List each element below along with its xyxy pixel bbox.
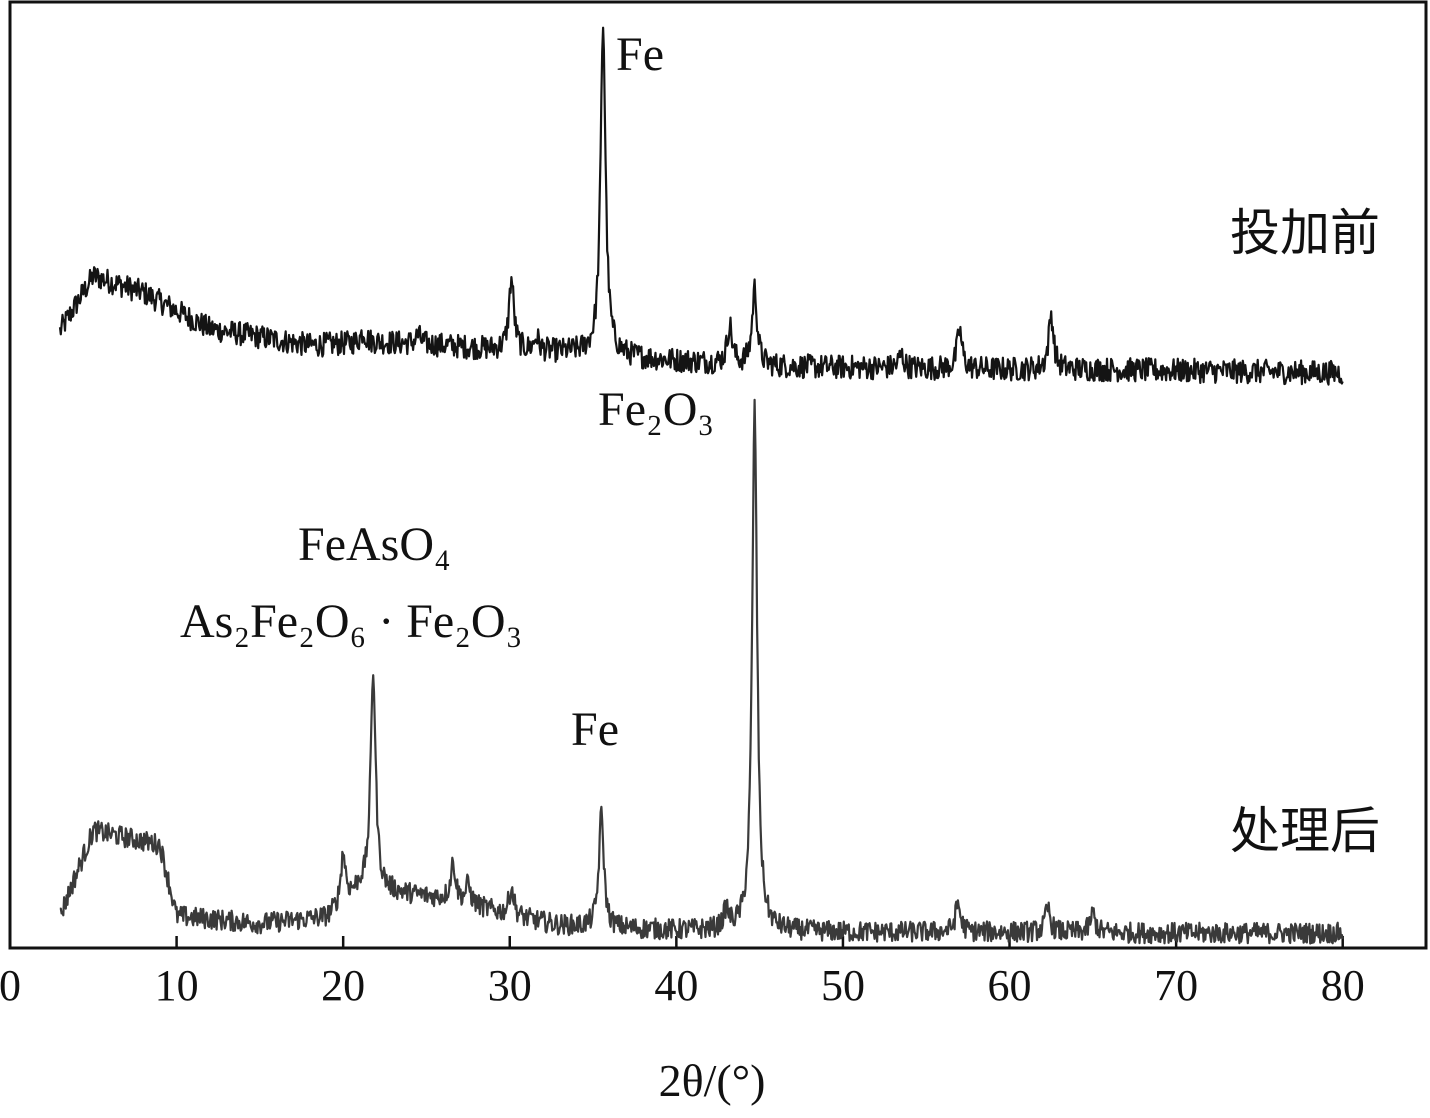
x-tick-label-60: 60 <box>988 961 1032 1010</box>
plot-frame <box>8 0 1428 950</box>
x-tick-label-40: 40 <box>654 961 698 1010</box>
x-axis-title: 2θ/(°) <box>659 1055 766 1106</box>
peak-label-fe-before: Fe <box>616 28 664 81</box>
x-tick-label-20: 20 <box>321 961 365 1010</box>
x-tick-label-10: 10 <box>155 961 199 1010</box>
series-after-line <box>59 398 1344 945</box>
series-after-label: 处理后 <box>1230 803 1380 859</box>
x-axis-tick-labels: 0 10 20 30 40 50 60 70 80 <box>0 961 1365 1010</box>
x-tick-label-30: 30 <box>488 961 532 1010</box>
peak-label-as2fe2o6-fe2o3: As₂Fe₂O₆ · Fe₂O₃ <box>180 595 522 648</box>
peak-label-fe-after: Fe <box>571 703 619 756</box>
x-tick-label-50: 50 <box>821 961 865 1010</box>
x-axis-ticks <box>8 936 1344 948</box>
series-before-line <box>58 26 1344 386</box>
peak-label-fe2o3: Fe₂O₃ <box>598 383 714 436</box>
peak-label-feaso4: FeAsO₄ <box>298 518 451 571</box>
x-tick-label-70: 70 <box>1154 961 1198 1010</box>
x-tick-label-80: 80 <box>1321 961 1365 1010</box>
series-before-label: 投加前 <box>1230 205 1380 261</box>
x-tick-label-0: 0 <box>0 961 21 1010</box>
